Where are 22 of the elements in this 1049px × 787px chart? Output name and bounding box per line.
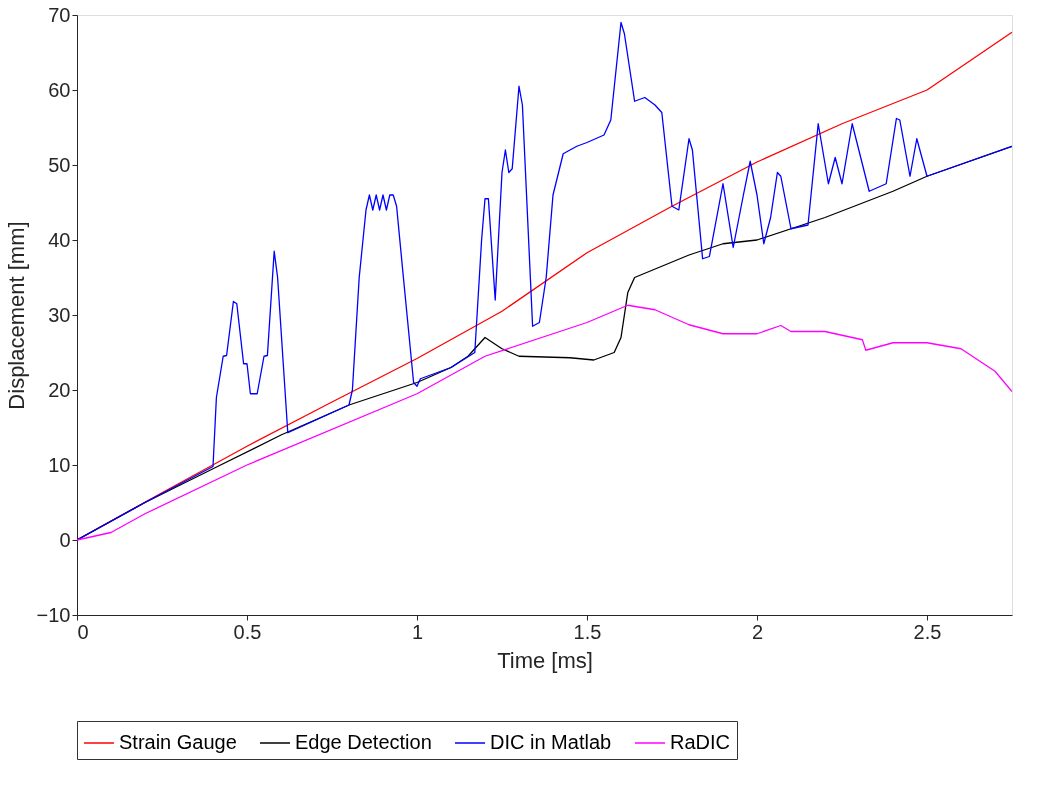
y-tick-label: 10	[48, 453, 71, 476]
y-tick-label: 60	[48, 78, 71, 101]
x-tick-label: 0	[77, 620, 89, 643]
y-tick-label: 0	[59, 528, 71, 551]
y-tick-label: 50	[48, 153, 71, 176]
x-tick-label: 1.5	[573, 620, 602, 643]
y-tick-label: 70	[48, 3, 71, 26]
x-tick-label: 0.5	[233, 620, 262, 643]
y-tick-label: 40	[48, 228, 71, 251]
y-tick-label: 20	[48, 378, 71, 401]
y-tick-label: −10	[36, 603, 71, 626]
legend-label: Strain Gauge	[119, 731, 237, 753]
y-axis-title: Displacement [mm]	[3, 221, 29, 410]
x-tick-label: 1	[411, 620, 424, 643]
legend-label: Edge Detection	[295, 731, 432, 753]
legend-label: RaDIC	[670, 731, 731, 753]
x-tick-label: 2	[751, 620, 764, 643]
x-axis-title: Time [ms]	[497, 647, 593, 673]
line-series	[77, 304, 1012, 541]
y-tick-label: 30	[48, 303, 71, 326]
x-tick-label: 2.5	[913, 620, 942, 643]
legend-label: DIC in Matlab	[490, 731, 612, 753]
